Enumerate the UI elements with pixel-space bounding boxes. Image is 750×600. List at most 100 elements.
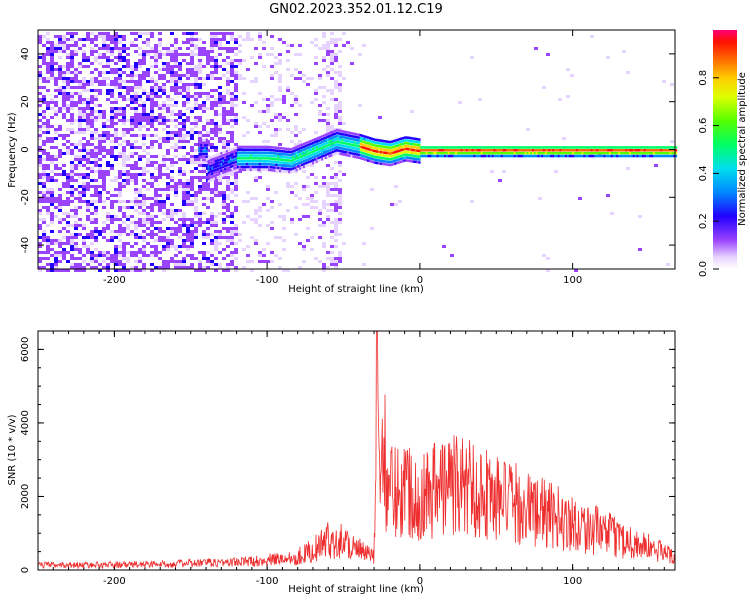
heatmap-cell (338, 188, 342, 191)
ridge-cell (392, 139, 395, 143)
heatmap-cell (78, 194, 82, 197)
heatmap-cell (114, 263, 118, 266)
ridge-cell (253, 160, 256, 163)
heatmap-cell (318, 218, 322, 221)
ridge-cell (495, 154, 498, 158)
ridge-cell (328, 154, 331, 158)
heatmap-cell (230, 230, 234, 233)
heatmap-cell (86, 89, 90, 92)
heatmap-cell (162, 116, 166, 119)
heatmap-cell (234, 89, 238, 92)
heatmap-cell (238, 50, 242, 53)
heatmap-cell (62, 86, 66, 89)
heatmap-cell (154, 44, 158, 47)
ridge-cell (405, 139, 408, 142)
heatmap-cell (90, 89, 94, 92)
ridge-cell (675, 151, 678, 155)
ridge-cell (266, 162, 269, 166)
heatmap-cell (234, 122, 238, 125)
ridge-cell (255, 160, 258, 163)
heatmap-cell (274, 113, 278, 116)
heatmap-cell (70, 113, 74, 116)
heatmap-cell (186, 227, 190, 230)
heatmap-cell (178, 128, 182, 131)
ridge-cell (242, 162, 245, 166)
heatmap-cell (210, 260, 214, 263)
ridge-cell (398, 158, 401, 161)
heatmap-cell (118, 83, 122, 86)
ridge-cell (266, 168, 269, 172)
colorbar-ticks: 0.00.20.40.60.8 (698, 70, 719, 277)
heatmap-cell (370, 188, 374, 191)
heatmap-cell (154, 59, 158, 62)
ridge-cell (302, 142, 306, 146)
ridge-cell (324, 147, 328, 151)
ridge-cell (326, 135, 329, 139)
heatmap-cell (174, 80, 178, 83)
heatmap-cell (66, 236, 70, 239)
heatmap-cell (230, 35, 234, 38)
ridge-cell (372, 138, 375, 141)
heatmap-cell (114, 230, 118, 233)
ridge-cell (609, 151, 612, 155)
ridge-cell (361, 157, 364, 160)
heatmap-cell (86, 140, 90, 143)
heatmap-cell (266, 260, 270, 263)
heatmap-cell (102, 260, 106, 263)
ridge-cell (225, 161, 229, 164)
heatmap-cell (50, 71, 54, 74)
heatmap-cell (334, 59, 338, 62)
ridge-cell (202, 152, 205, 156)
heatmap-cell (70, 191, 74, 194)
heatmap-cell (50, 68, 54, 71)
heatmap-cell (334, 194, 338, 197)
ridge-cell (513, 151, 516, 155)
heatmap-cell (154, 215, 158, 218)
ridge-cell (361, 143, 364, 146)
heatmap-cell (118, 143, 122, 146)
heatmap-cell (170, 257, 174, 260)
heatmap-cell (158, 116, 162, 119)
ridge-cell (214, 177, 218, 180)
ridge-cell (359, 157, 362, 160)
heatmap-cell (90, 113, 94, 116)
ridge-cell (416, 158, 419, 161)
heatmap-cell (82, 77, 86, 80)
heatmap-cell (186, 248, 190, 251)
ridge-cell (235, 146, 238, 149)
ridge-cell (203, 141, 207, 144)
ridge-cell (328, 137, 331, 141)
ridge-cell (616, 146, 619, 149)
ridge-cell (477, 146, 480, 149)
ridge-cell (361, 148, 364, 152)
heatmap-cell (286, 68, 290, 71)
ridge-cell (321, 152, 324, 155)
heatmap-cell (270, 134, 274, 137)
ridge-cell (451, 146, 454, 149)
ridge-cell (236, 151, 240, 154)
ridge-cell (616, 149, 619, 152)
heatmap-cell (154, 134, 158, 137)
heatmap-cell (90, 170, 94, 173)
heatmap-cell (94, 128, 98, 131)
heatmap-cell (134, 44, 138, 47)
heatmap-cell (230, 107, 234, 110)
heatmap-cell (202, 251, 206, 254)
heatmap-cell (210, 242, 214, 245)
ridge-cell (260, 151, 263, 154)
heatmap-cell (142, 239, 146, 242)
ridge-cell (389, 140, 392, 144)
heatmap-cell (102, 56, 106, 59)
ridge-cell (411, 151, 414, 154)
ridge-cell (378, 139, 381, 142)
ridge-cell (651, 149, 654, 152)
ridge-cell (299, 152, 302, 156)
ridge-cell (341, 138, 344, 142)
heatmap-cell (326, 53, 330, 56)
ridge-cell (213, 160, 216, 164)
heatmap-cell (62, 101, 66, 104)
heatmap-cell (186, 98, 190, 101)
heatmap-cell (38, 158, 42, 161)
heatmap-cell (62, 113, 66, 116)
ridge-cell (350, 154, 353, 158)
